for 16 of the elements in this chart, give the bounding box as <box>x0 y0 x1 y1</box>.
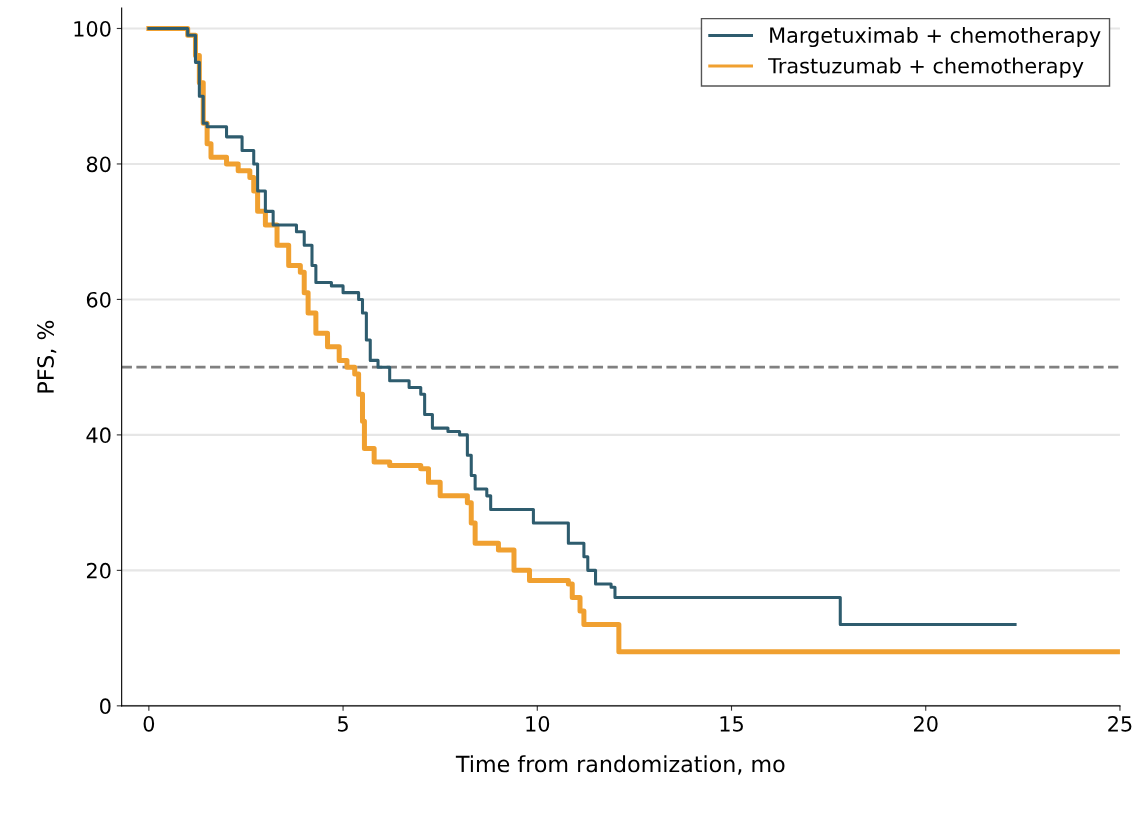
x-tick-label: 10 <box>526 715 550 732</box>
y-tick-label: 0 <box>100 698 111 715</box>
x-axis-title: Time from randomization, mo <box>455 755 785 775</box>
x-tick-label: 25 <box>1108 715 1132 732</box>
y-tick-label: 100 <box>74 20 111 37</box>
y-tick-label: 20 <box>86 562 111 579</box>
x-tick-label: 15 <box>720 716 743 732</box>
y-tick-label: 80 <box>86 156 111 173</box>
x-tick-label: 5 <box>338 716 348 732</box>
x-tick-label: 0 <box>143 715 155 732</box>
legend-label: Margetuximab + chemotherapy <box>770 26 1101 48</box>
x-tick-label: 20 <box>914 715 938 732</box>
y-tick-label: 60 <box>86 291 111 308</box>
y-tick-label: 40 <box>86 427 111 444</box>
y-axis-title: PFS, % <box>37 320 57 393</box>
legend-label: Trastuzumab + chemotherapy <box>768 57 1084 78</box>
